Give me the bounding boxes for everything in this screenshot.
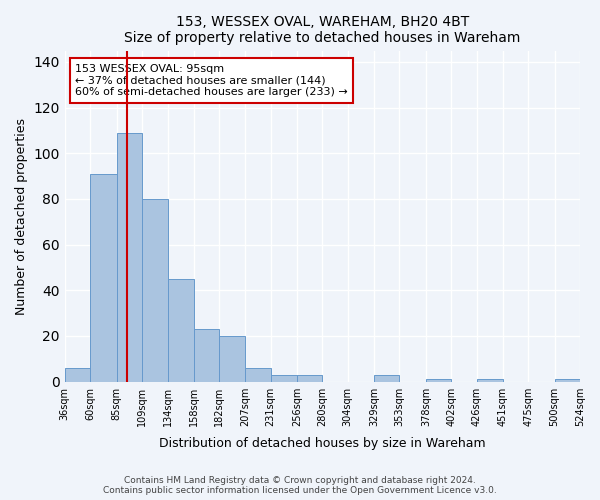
Bar [65,368,90,382]
Bar [297,375,322,382]
Text: Contains HM Land Registry data © Crown copyright and database right 2024.
Contai: Contains HM Land Registry data © Crown c… [103,476,497,495]
Title: 153, WESSEX OVAL, WAREHAM, BH20 4BT
Size of property relative to detached houses: 153, WESSEX OVAL, WAREHAM, BH20 4BT Size… [124,15,521,45]
Bar [271,375,297,382]
Bar [168,279,194,382]
Bar [554,380,580,382]
Bar [142,199,168,382]
Bar [219,336,245,382]
Y-axis label: Number of detached properties: Number of detached properties [15,118,28,314]
Text: 153 WESSEX OVAL: 95sqm
← 37% of detached houses are smaller (144)
60% of semi-de: 153 WESSEX OVAL: 95sqm ← 37% of detached… [75,64,348,97]
Bar [476,380,503,382]
Bar [116,132,142,382]
Bar [374,375,400,382]
Bar [426,380,451,382]
Bar [194,329,219,382]
Bar [245,368,271,382]
Bar [90,174,116,382]
X-axis label: Distribution of detached houses by size in Wareham: Distribution of detached houses by size … [159,437,486,450]
